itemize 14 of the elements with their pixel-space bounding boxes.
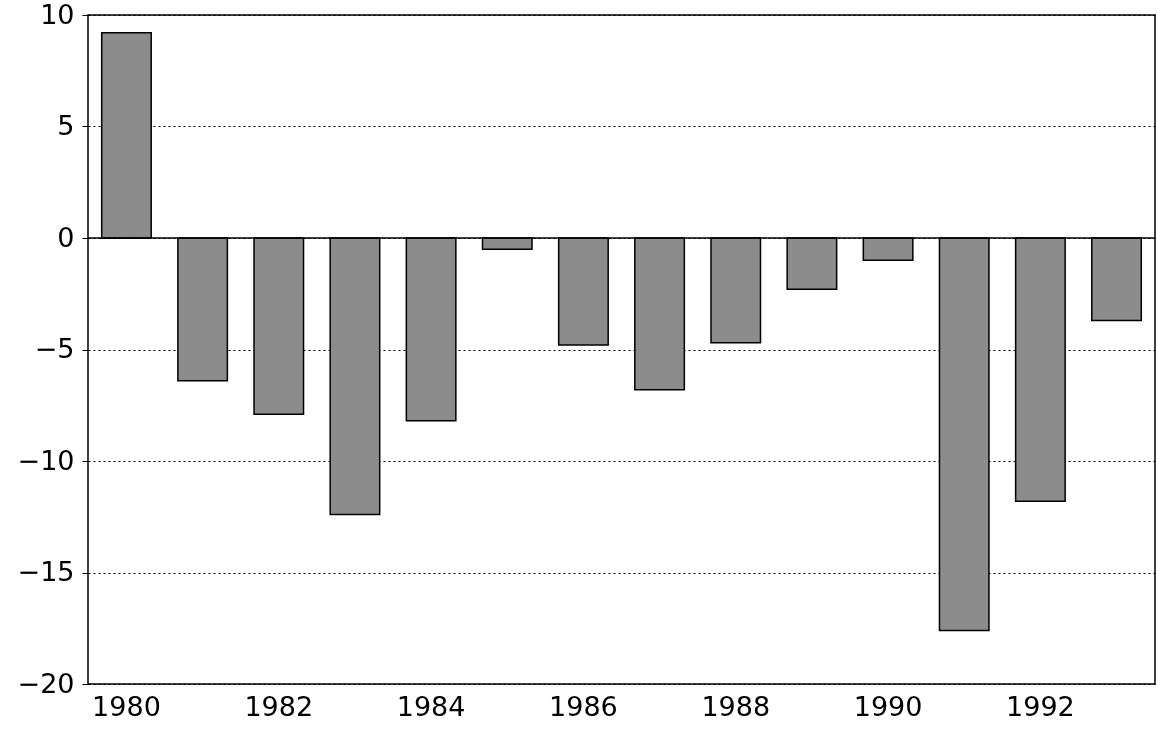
y-tick-label: −20 [17,667,75,699]
x-tick-label: 1980 [92,690,161,722]
y-tick-label: 10 [40,0,75,30]
y-tick-label: −10 [17,444,75,476]
x-tick-label: 1982 [244,690,314,722]
y-tick-label: 0 [57,221,75,253]
y-tick-label: 5 [57,110,75,141]
y-tick-label: −15 [17,556,75,587]
x-tick-label: 1988 [701,690,771,722]
x-tick-label: 1986 [549,690,618,722]
y-tick-label: −5 [34,333,75,364]
x-tick-label: 1992 [1006,690,1075,722]
x-tick-label: 1990 [853,690,923,722]
x-tick-label: 1984 [396,690,466,722]
